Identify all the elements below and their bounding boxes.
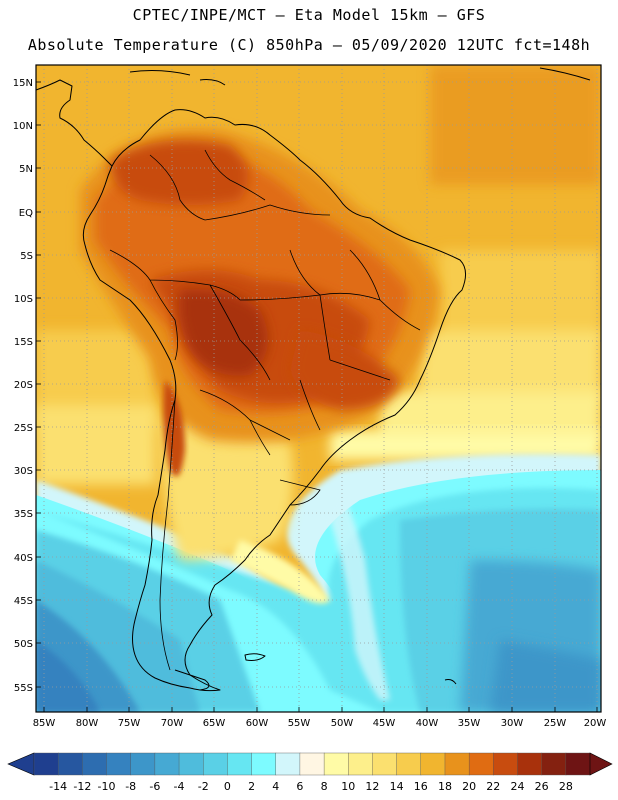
lon-label: 60W — [246, 718, 269, 729]
colorbar-label: -8 — [125, 780, 136, 793]
lon-label: 65W — [203, 718, 226, 729]
colorbar-cell — [57, 752, 83, 776]
colorbar-cell — [565, 752, 591, 776]
colorbar: -14 -12 -10 -8 -6 -4 -2 0 2 4 6 8 10 12 14 16 18 20 22 24 26… — [7, 752, 613, 793]
colorbar-label: -2 — [198, 780, 209, 793]
lat-label: 15N — [13, 78, 33, 89]
colorbar-label: -10 — [98, 780, 116, 793]
colorbar-label: 14 — [390, 780, 404, 793]
colorbar-arrow-right — [589, 752, 613, 776]
colorbar-label: 0 — [224, 780, 231, 793]
colorbar-label: 6 — [296, 780, 303, 793]
colorbar-cell — [541, 752, 567, 776]
colorbar-cell — [348, 752, 373, 776]
country-borders — [109, 149, 421, 671]
colorbar-cell — [372, 752, 398, 776]
colorbar-cell — [323, 752, 349, 776]
colorbar-cell — [154, 752, 180, 776]
colorbar-label: 24 — [510, 780, 524, 793]
lon-label: 70W — [161, 718, 184, 729]
title-line-2: Absolute Temperature (C) 850hPa – 05/09/… — [27, 36, 591, 54]
lon-label: 35W — [458, 718, 481, 729]
colorbar-cell — [106, 752, 132, 776]
colorbar-label: 10 — [341, 780, 355, 793]
colorbar-cell — [203, 752, 228, 776]
lon-label: 85W — [33, 718, 56, 729]
longitude-labels: 85W 80W 75W 70W 65W 60W 55W 50W 45W 40W … — [33, 718, 607, 729]
colorbar-label: 4 — [272, 780, 279, 793]
lat-label: 35S — [14, 509, 33, 520]
lon-label: 55W — [288, 718, 311, 729]
lon-label: 30W — [501, 718, 524, 729]
colorbar-label: -4 — [174, 780, 185, 793]
colorbar-label: 18 — [438, 780, 452, 793]
colorbar-cell — [227, 752, 253, 776]
axis-ticks — [36, 81, 598, 712]
map-frame — [35, 64, 602, 713]
lat-label: 25S — [14, 423, 33, 434]
colorbar-label: 12 — [365, 780, 379, 793]
colorbar-cell — [517, 752, 543, 776]
temperature-field — [36, 65, 601, 712]
colorbar-label: 2 — [248, 780, 255, 793]
lat-label: 20S — [14, 380, 33, 391]
colorbar-cell — [444, 752, 470, 776]
lat-label: 30S — [14, 466, 33, 477]
lat-label: 15S — [14, 337, 33, 348]
colorbar-label: 22 — [486, 780, 500, 793]
lon-label: 50W — [331, 718, 354, 729]
lon-label: 45W — [373, 718, 396, 729]
coastlines — [35, 67, 591, 692]
colorbar-label: 16 — [414, 780, 428, 793]
lat-label: EQ — [19, 208, 33, 219]
colorbar-cell — [493, 752, 518, 776]
colorbar-cell — [468, 752, 494, 776]
title-line-1: CPTEC/INPE/MCT – Eta Model 15km – GFS — [132, 6, 486, 24]
lat-label: 10S — [14, 294, 33, 305]
colorbar-cell — [420, 752, 446, 776]
colorbar-cell — [178, 752, 204, 776]
lat-label: 10N — [13, 121, 33, 132]
colorbar-arrow-left — [7, 752, 35, 776]
colorbar-label: -12 — [73, 780, 91, 793]
lat-label: 50S — [14, 639, 33, 650]
colorbar-label: 20 — [462, 780, 476, 793]
lon-label: 25W — [544, 718, 567, 729]
colorbar-label: 8 — [321, 780, 328, 793]
colorbar-cell — [251, 752, 277, 776]
latitude-labels: 15N 10N 5N EQ 5S 10S 15S 20S 25S 30S 35S… — [13, 78, 33, 694]
colorbar-labels: -14 -12 -10 -8 -6 -4 -2 0 2 4 6 8 10 12 14 16 18 20 22 24 26… — [49, 780, 573, 793]
colorbar-cell — [299, 752, 325, 776]
lat-label: 55S — [14, 683, 33, 694]
lat-label: 40S — [14, 553, 33, 564]
colorbar-cells — [7, 752, 613, 776]
colorbar-label: 26 — [535, 780, 549, 793]
colorbar-label: 28 — [559, 780, 573, 793]
colorbar-cell — [130, 752, 156, 776]
colorbar-label: -6 — [149, 780, 160, 793]
lat-label: 5N — [19, 164, 33, 175]
colorbar-label: -14 — [49, 780, 67, 793]
colorbar-cell — [82, 752, 108, 776]
lon-label: 75W — [118, 718, 141, 729]
colorbar-cell — [396, 752, 422, 776]
lon-label: 40W — [416, 718, 439, 729]
lon-label: 80W — [76, 718, 99, 729]
lat-label: 5S — [20, 251, 33, 262]
lon-label: 20W — [584, 718, 607, 729]
lat-label: 45S — [14, 596, 33, 607]
colorbar-cell — [33, 752, 59, 776]
colorbar-cell — [275, 752, 301, 776]
